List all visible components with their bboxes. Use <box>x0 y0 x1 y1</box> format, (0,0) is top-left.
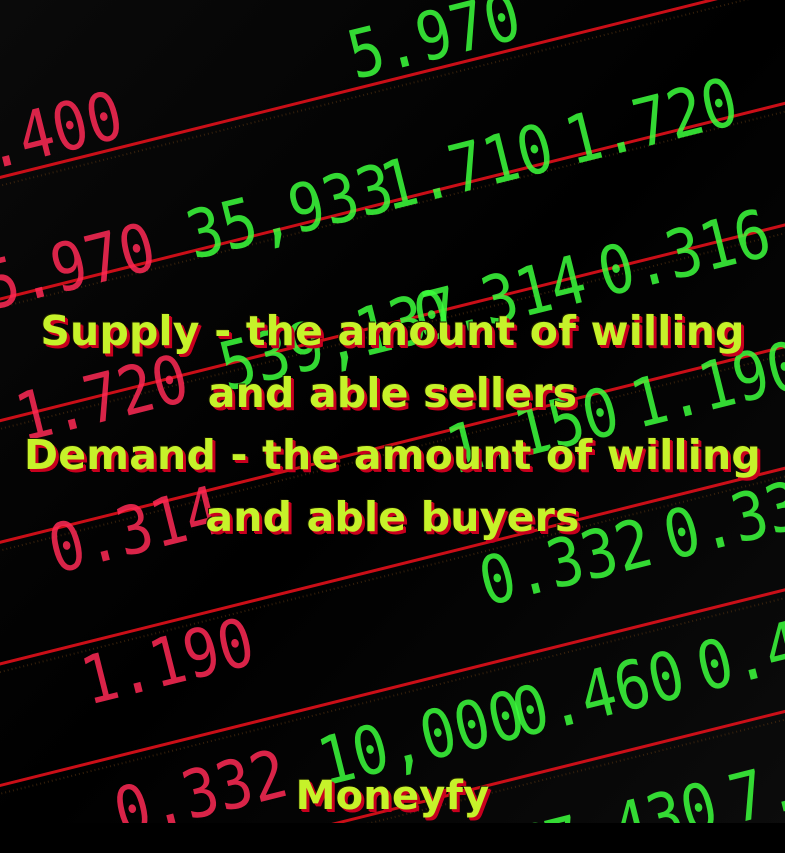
ticker-rule <box>0 180 785 474</box>
ticker-dot-rule <box>0 74 785 367</box>
caption-line-3: Demand - the amount of willing <box>24 431 761 479</box>
ticker-rule <box>0 409 785 703</box>
caption-line-2: and able sellers <box>207 369 578 417</box>
ticker-rule <box>0 523 785 818</box>
bottom-letterbox <box>0 823 785 853</box>
ticker-rule <box>0 638 785 853</box>
brand-label: Moneyfy <box>295 773 490 819</box>
headline-caption: Supply - the amount of willing and able … <box>0 300 785 548</box>
ticker-dot-rule <box>0 646 785 853</box>
ticker-dot-rule <box>0 188 785 481</box>
caption-line-4: and able buyers <box>205 493 580 541</box>
ticker-rule <box>0 0 785 245</box>
ticker-dot-rule <box>0 532 785 825</box>
ticker-dot-rule <box>0 0 785 252</box>
ticker-rule <box>0 65 785 360</box>
ticker-rule <box>0 294 785 589</box>
caption-line-1: Supply - the amount of willing <box>40 307 745 355</box>
